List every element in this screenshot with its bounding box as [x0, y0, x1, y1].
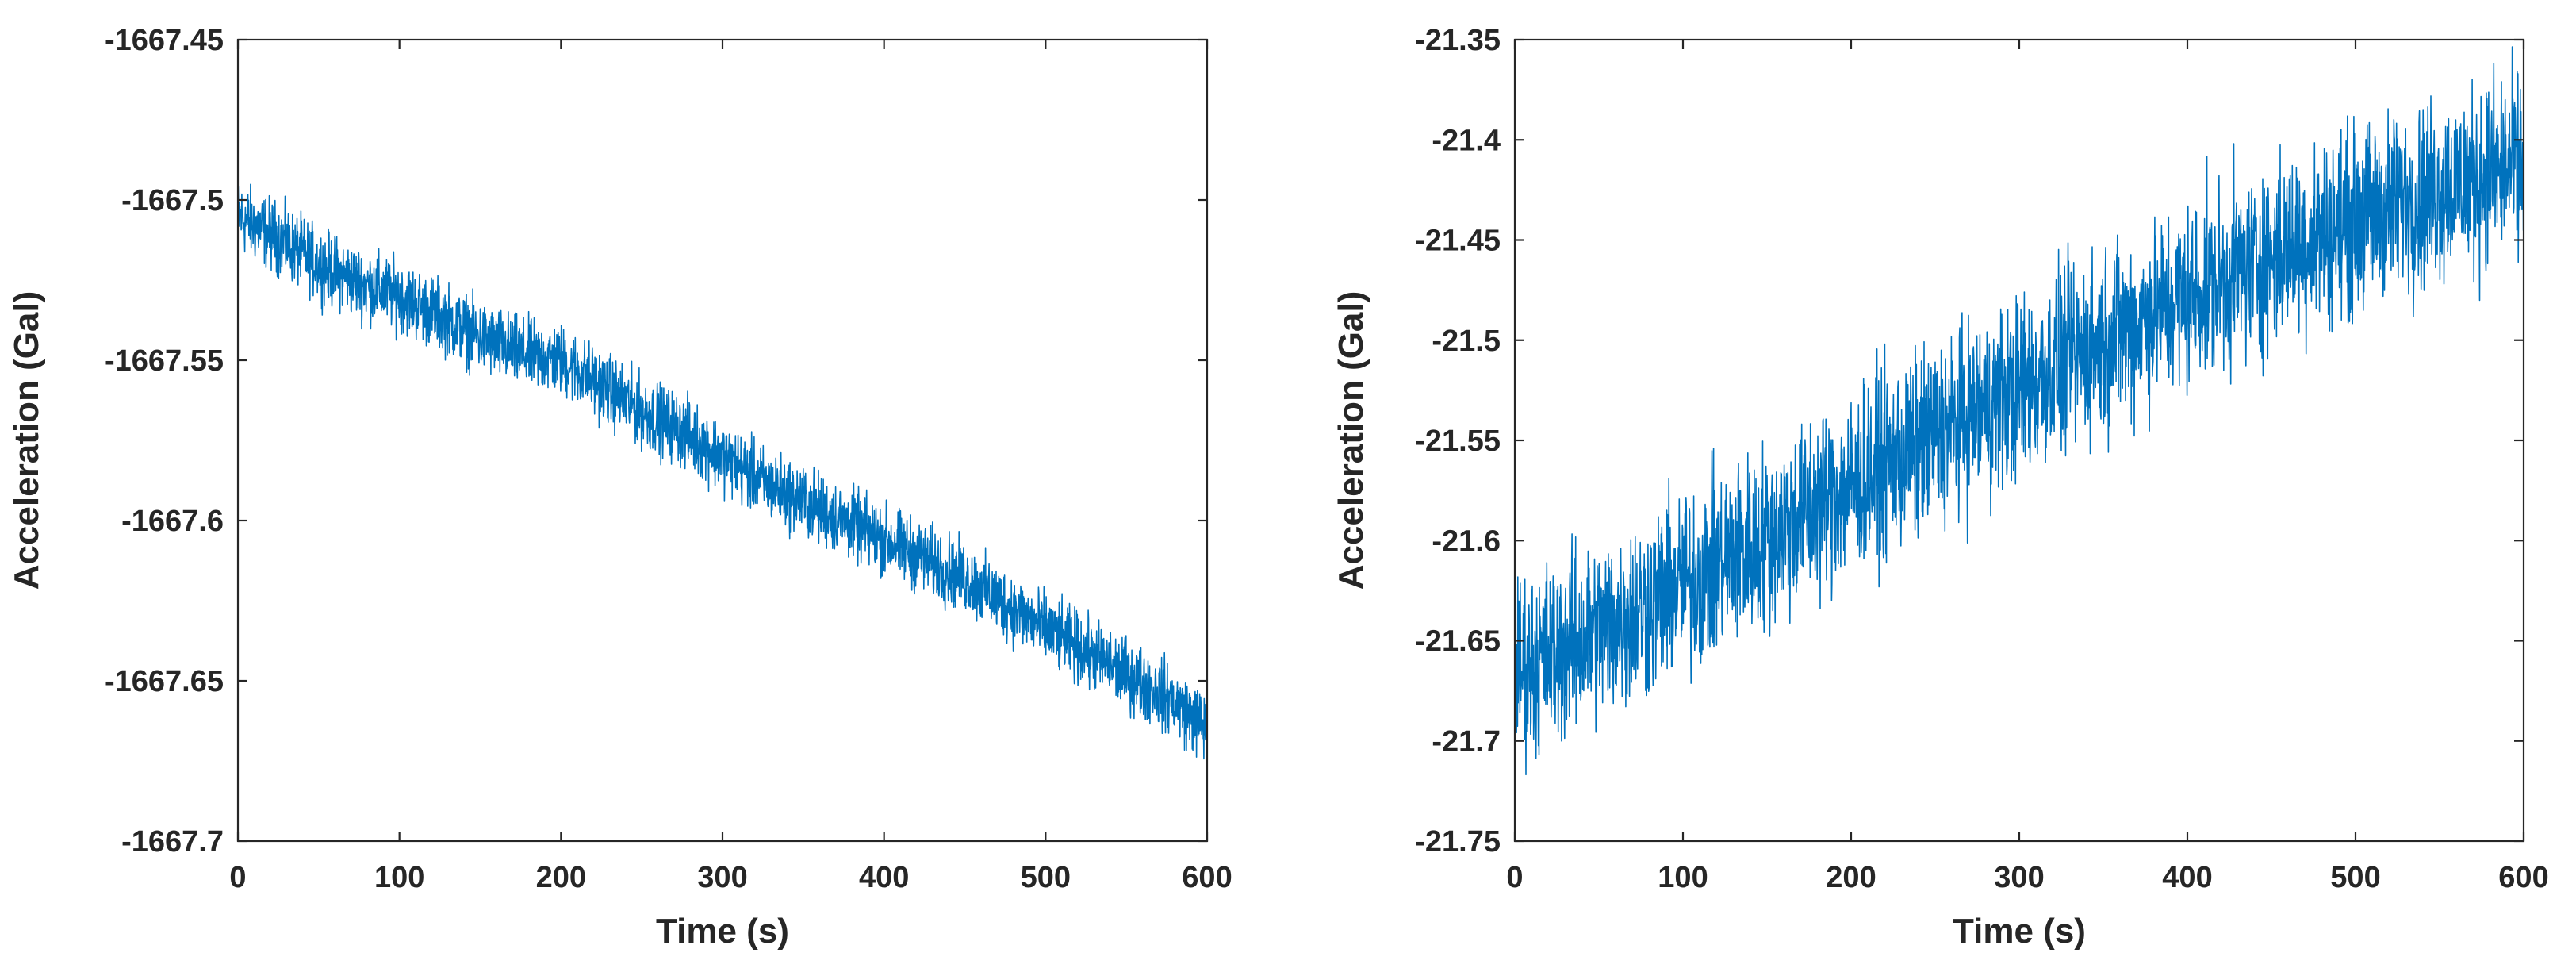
left-chart-panel: 0 100 200 300 400 500 600 -1667.7 -1667.65 -1667.… [7, 24, 1232, 951]
x-axis-label: Time (s) [1953, 912, 2086, 951]
x-tick-label: 400 [859, 861, 909, 894]
y-tick-label: -1667.55 [105, 344, 224, 378]
right-chart-panel: 0 100 200 300 400 500 600 -21.75 -21.7 -21.65 -21.… [1332, 24, 2549, 951]
y-tick-label: -21.45 [1415, 225, 1501, 258]
x-tick-label: 600 [1182, 861, 1232, 894]
y-tick-label: -21.7 [1432, 725, 1501, 759]
y-tick-label: -1667.65 [105, 665, 224, 698]
series-line-0 [1515, 46, 2524, 776]
x-tick-label: 500 [1021, 861, 1071, 894]
x-tick-label: 300 [697, 861, 747, 894]
axes-box [1513, 38, 2525, 843]
y-tick-label: -21.75 [1415, 825, 1501, 859]
y-tick-label: -21.6 [1432, 525, 1501, 558]
x-tick-label: 400 [2162, 861, 2212, 894]
y-tick-label: -1667.5 [121, 184, 224, 217]
x-tick-label: 0 [229, 861, 246, 894]
x-tick-label: 300 [1994, 861, 2044, 894]
y-tick-label: -1667.7 [121, 825, 224, 859]
x-axis-label: Time (s) [656, 912, 789, 951]
x-tick-label: 200 [536, 861, 586, 894]
y-tick-label: -1667.6 [121, 505, 224, 538]
x-tick-label: 600 [2498, 861, 2548, 894]
y-tick-label: -1667.45 [105, 24, 224, 57]
y-tick-label: -21.35 [1415, 24, 1501, 57]
x-tick-label: 100 [374, 861, 424, 894]
series-line-0 [238, 183, 1207, 760]
y-tick-label: -21.65 [1415, 625, 1501, 659]
x-tick-label: 500 [2330, 861, 2380, 894]
y-tick-label: -21.55 [1415, 425, 1501, 458]
y-tick-label: -21.4 [1432, 124, 1501, 157]
x-tick-label: 100 [1658, 861, 1708, 894]
y-axis-label: Acceleration (Gal) [7, 291, 46, 590]
x-tick-label: 0 [1506, 861, 1523, 894]
y-tick-label: -21.5 [1432, 325, 1501, 358]
y-axis-label: Acceleration (Gal) [1332, 291, 1370, 590]
x-tick-label: 200 [1826, 861, 1876, 894]
